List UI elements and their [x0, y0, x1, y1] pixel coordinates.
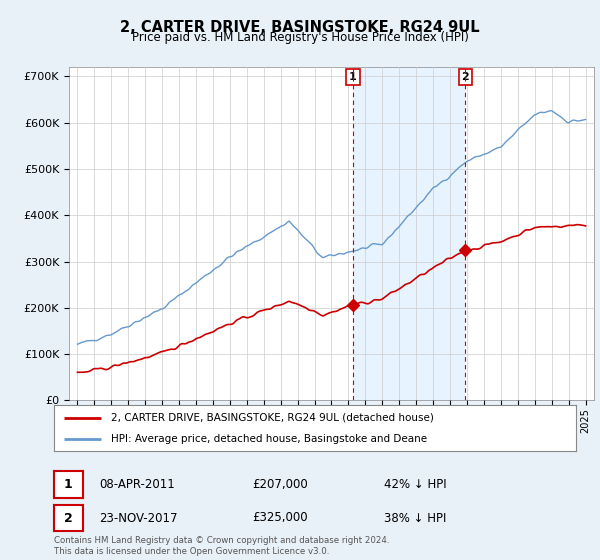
Text: HPI: Average price, detached house, Basingstoke and Deane: HPI: Average price, detached house, Basi…	[112, 435, 428, 444]
Text: 1: 1	[64, 478, 73, 491]
Text: 2, CARTER DRIVE, BASINGSTOKE, RG24 9UL (detached house): 2, CARTER DRIVE, BASINGSTOKE, RG24 9UL (…	[112, 413, 434, 423]
Text: 1: 1	[349, 72, 357, 82]
Text: 38% ↓ HPI: 38% ↓ HPI	[384, 511, 446, 525]
Text: 2, CARTER DRIVE, BASINGSTOKE, RG24 9UL: 2, CARTER DRIVE, BASINGSTOKE, RG24 9UL	[120, 20, 480, 35]
Text: 08-APR-2011: 08-APR-2011	[99, 478, 175, 491]
Text: Price paid vs. HM Land Registry's House Price Index (HPI): Price paid vs. HM Land Registry's House …	[131, 31, 469, 44]
Text: 2: 2	[461, 72, 469, 82]
Text: 42% ↓ HPI: 42% ↓ HPI	[384, 478, 446, 491]
Text: 2: 2	[64, 511, 73, 525]
Bar	[353, 67, 465, 400]
Text: £207,000: £207,000	[252, 478, 308, 491]
Text: £325,000: £325,000	[252, 511, 308, 525]
Text: 23-NOV-2017: 23-NOV-2017	[99, 511, 178, 525]
Text: Contains HM Land Registry data © Crown copyright and database right 2024.
This d: Contains HM Land Registry data © Crown c…	[54, 536, 389, 556]
